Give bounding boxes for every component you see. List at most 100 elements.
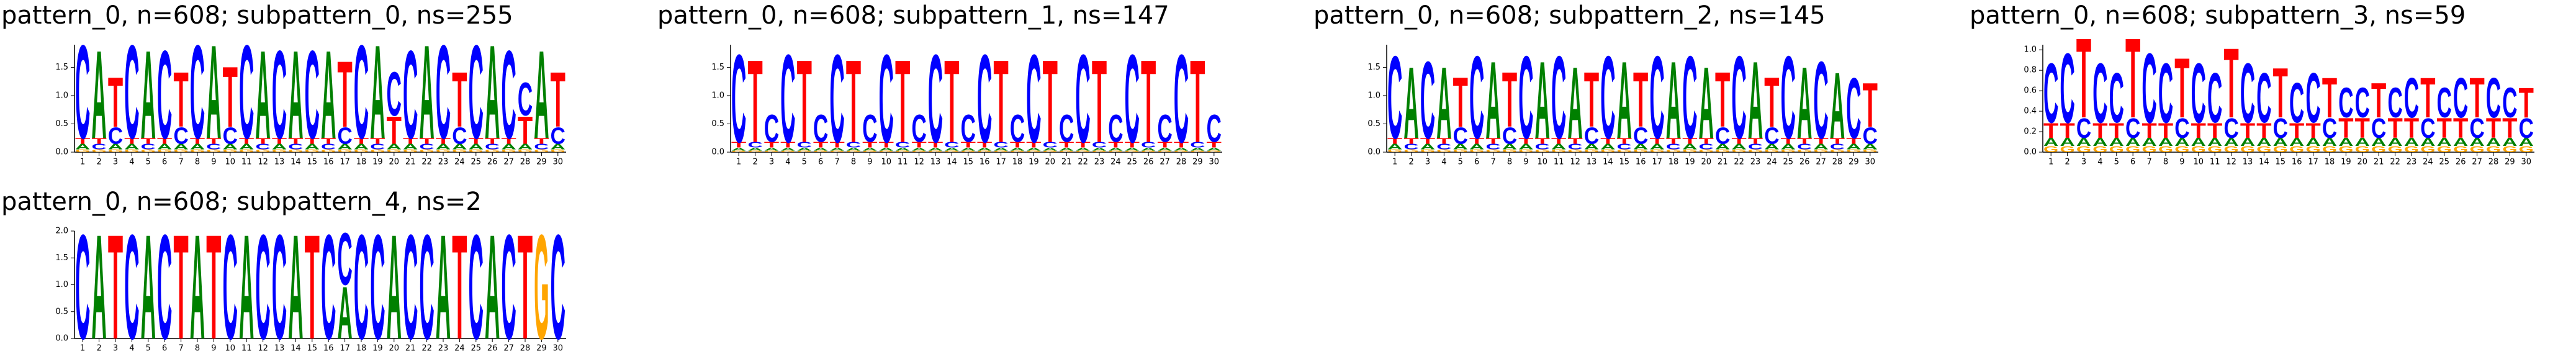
logo-letter: G: [813, 150, 828, 153]
logo-letter: T: [1469, 137, 1484, 146]
x-tick-label: 13: [1587, 158, 1597, 167]
logo-letter: T: [1403, 137, 1418, 146]
logo-letter: T: [1715, 55, 1730, 143]
logo-letter: G: [2420, 145, 2435, 155]
chart-title: pattern_0, n=608; subpattern_3, ns=59: [1970, 1, 2466, 30]
logo-letter: A: [239, 204, 254, 354]
logo-letter: T: [2125, 15, 2140, 142]
logo-letter: A: [1830, 53, 1845, 159]
logo-letter: C: [1633, 122, 1648, 149]
x-tick-label: 10: [881, 158, 892, 167]
logo-letter: T: [2437, 112, 2452, 144]
x-tick-label: 13: [2243, 158, 2253, 167]
logo-letter: A: [1699, 46, 1714, 160]
logo-letter: G: [173, 148, 188, 153]
logo-letter: A: [1518, 142, 1533, 152]
logo-letter: G: [2223, 145, 2238, 155]
logo-letter: C: [2437, 79, 2452, 127]
logo-letter: G: [272, 148, 287, 153]
logo-letter: C: [1059, 107, 1074, 151]
logo-letter: T: [1518, 137, 1533, 146]
logo-letter: T: [2338, 112, 2353, 144]
logo-letter: T: [1043, 36, 1058, 167]
x-tick-label: 26: [2456, 158, 2466, 167]
logo-letter: G: [1764, 148, 1779, 153]
logo-letter: A: [157, 142, 172, 152]
logo-letter: A: [2519, 136, 2534, 148]
logo-letter: T: [108, 204, 123, 354]
logo-letter: T: [1781, 137, 1796, 146]
logo-letter: G: [2141, 145, 2156, 155]
x-tick-label: 11: [241, 158, 252, 167]
logo-letter: G: [961, 150, 976, 153]
x-tick-label: 20: [389, 344, 400, 353]
logo-letter: T: [1764, 63, 1779, 142]
logo-letter: A: [1403, 46, 1418, 160]
logo-letter: T: [2240, 119, 2255, 143]
logo-letter: C: [2043, 46, 2058, 142]
logo-letter: C: [1436, 142, 1451, 152]
logo-letter: A: [2437, 136, 2452, 148]
logo-letter: T: [944, 36, 959, 167]
x-tick-label: 24: [2423, 158, 2433, 167]
logo-letter: C: [2404, 66, 2419, 130]
logo-letter: A: [1633, 142, 1648, 152]
logo-letter: G: [1485, 148, 1500, 153]
x-tick-label: 26: [487, 344, 498, 353]
logo-letter: A: [403, 142, 418, 152]
y-tick-label: 1.0: [1367, 91, 1380, 100]
logo-letter: A: [337, 142, 352, 152]
logo-letter: A: [337, 271, 352, 354]
logo-letter: C: [1830, 142, 1845, 152]
x-tick-label: 4: [1441, 158, 1446, 167]
logo-letter: A: [1469, 142, 1484, 152]
logo-letter: G: [977, 150, 992, 153]
logo-letter: A: [764, 147, 779, 152]
x-tick-label: 22: [1734, 158, 1744, 167]
x-tick-label: 23: [438, 158, 449, 167]
logo-letter: G: [436, 148, 451, 153]
logo-letter: C: [780, 29, 795, 169]
logo-letter: T: [1502, 55, 1517, 143]
x-tick-label: 22: [1078, 158, 1088, 167]
logo-letter: G: [157, 148, 172, 153]
logo-letter: T: [2305, 119, 2320, 143]
x-tick-label: 6: [162, 158, 167, 167]
logo-chart: pattern_0, n=608; subpattern_0, ns=255 0.…: [1, 1, 566, 167]
logo-letter: T: [157, 137, 172, 146]
logo-letter: C: [1567, 142, 1582, 152]
logo-letter: C: [469, 17, 484, 166]
y-tick-label: 0.0: [55, 148, 68, 157]
logo-letter: G: [1059, 150, 1074, 153]
logo-letter: G: [1731, 148, 1746, 153]
logo-letter: C: [1502, 122, 1517, 149]
logo-letter: A: [2125, 136, 2140, 148]
logo-letter: A: [501, 142, 516, 152]
logo-letter: C: [305, 25, 320, 165]
x-tick-label: 9: [211, 344, 216, 353]
logo-letter: G: [501, 148, 516, 153]
logo-letter: G: [1748, 148, 1763, 153]
logo-letter: A: [846, 147, 861, 152]
logo-letter: A: [1600, 142, 1615, 152]
logo-letter: T: [141, 137, 156, 146]
logo-letter: A: [190, 204, 205, 354]
x-tick-label: 29: [1849, 158, 1859, 167]
x-tick-label: 8: [1507, 158, 1512, 167]
logo-letter: A: [2076, 136, 2091, 148]
x-tick-label: 28: [2488, 158, 2499, 167]
logo-letter: C: [2076, 112, 2091, 144]
logo-letter: T: [1748, 137, 1763, 146]
logo-letter: G: [452, 148, 467, 153]
logo-letter: A: [747, 147, 762, 152]
logo-letter: T: [223, 49, 238, 145]
x-tick-label: 29: [536, 158, 547, 167]
x-tick-label: 28: [1832, 158, 1843, 167]
logo-letter: A: [895, 147, 910, 152]
logo-letter: C: [534, 142, 549, 152]
logo-letter: G: [2092, 145, 2107, 155]
logo-letter: C: [2158, 46, 2173, 142]
x-tick-label: 14: [1603, 158, 1613, 167]
logo-letter: C: [1108, 107, 1123, 151]
logo-letter: A: [2060, 136, 2074, 148]
